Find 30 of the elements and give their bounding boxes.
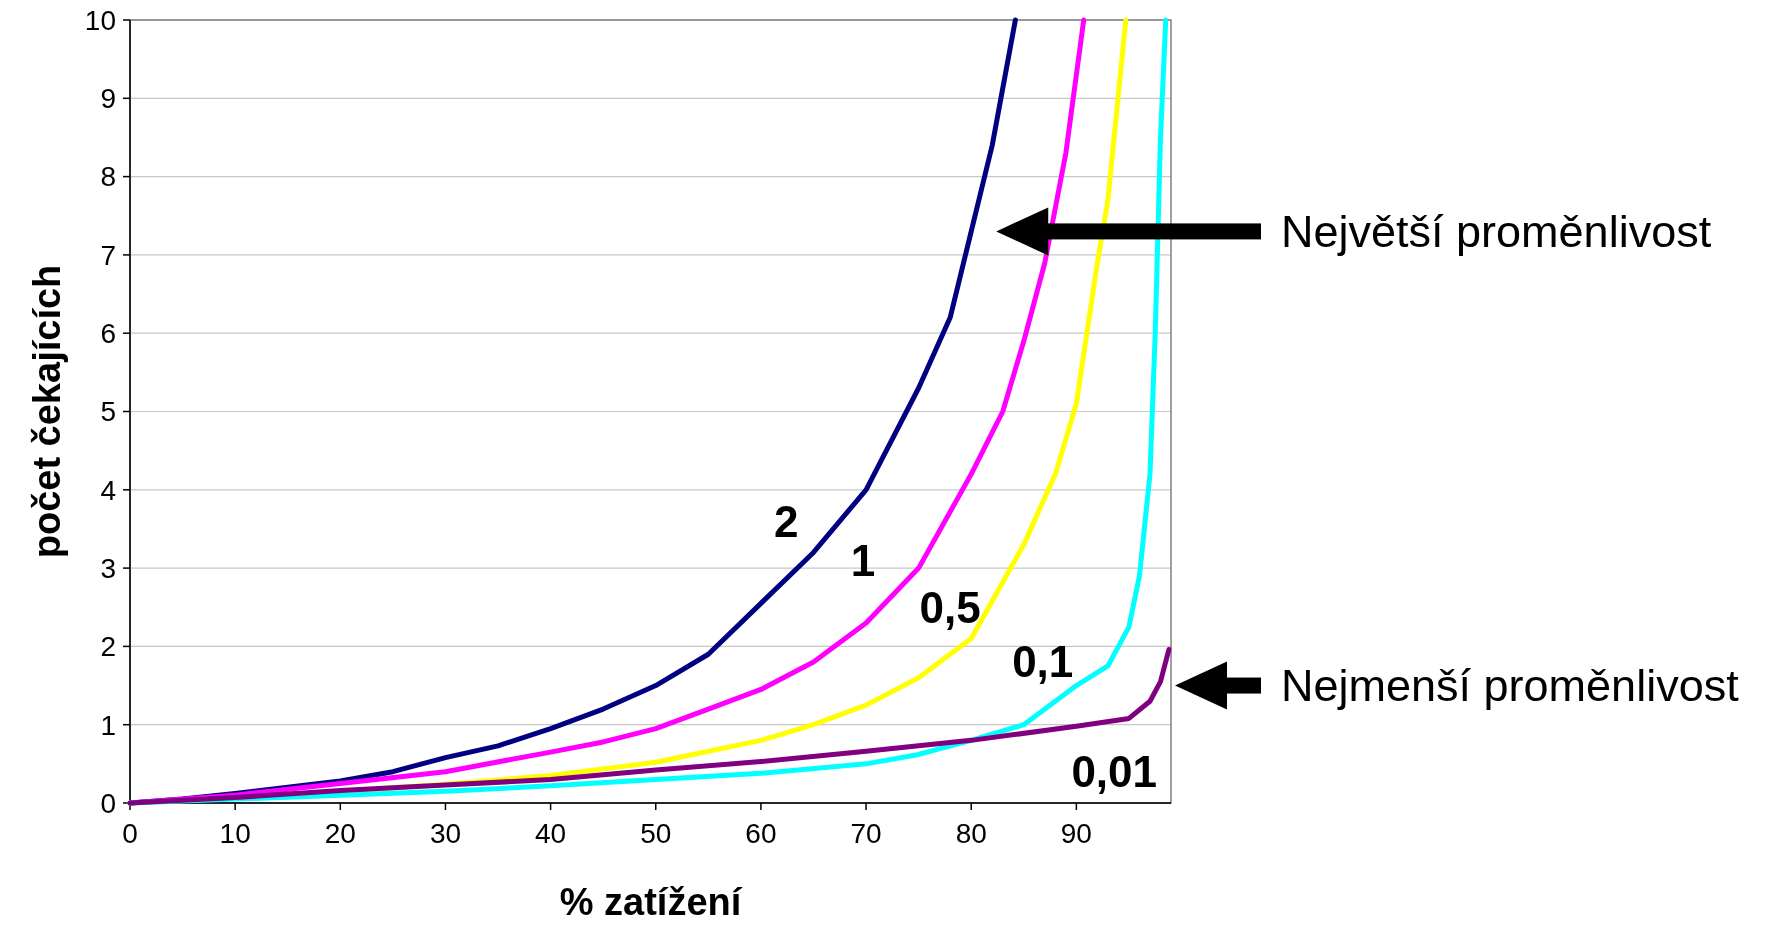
y-tick-label: 7 <box>100 239 116 271</box>
y-tick-label: 1 <box>100 709 116 741</box>
y-tick-label: 2 <box>100 631 116 663</box>
x-tick-label: 30 <box>429 818 462 849</box>
series-label: 0,1 <box>1012 637 1074 687</box>
series-label: 2 <box>773 496 799 546</box>
y-tick-label: 9 <box>100 83 116 115</box>
text: Největší proměnlivost <box>1281 206 1712 258</box>
y-tick-label: 5 <box>100 396 116 428</box>
series-label: 0,01 <box>1071 747 1158 797</box>
x-tick-label: 40 <box>535 818 567 849</box>
x-tick-label: 80 <box>955 818 987 849</box>
x-axis-title: % zatížení <box>559 881 743 923</box>
text: Nejmenší proměnlivost <box>1281 660 1740 712</box>
y-tick-label: 4 <box>100 474 116 506</box>
x-tick-label: 50 <box>640 818 672 849</box>
x-tick-label: 60 <box>745 818 777 849</box>
x-tick-label: 90 <box>1060 818 1092 849</box>
y-tick-label: 10 <box>84 4 116 36</box>
x-tick-label: 70 <box>850 818 882 849</box>
x-tick-label: 10 <box>219 818 251 849</box>
y-axis-title: počet čekajících <box>26 264 68 559</box>
series-label: 0,5 <box>919 582 981 632</box>
series-label: 1 <box>850 535 876 585</box>
y-tick-label: 6 <box>100 318 116 349</box>
y-tick-label: 0 <box>100 787 116 819</box>
x-tick-label: 0 <box>122 818 138 849</box>
y-tick-label: 3 <box>100 552 116 584</box>
x-tick-label: 20 <box>324 818 356 849</box>
y-tick-label: 8 <box>100 161 116 193</box>
